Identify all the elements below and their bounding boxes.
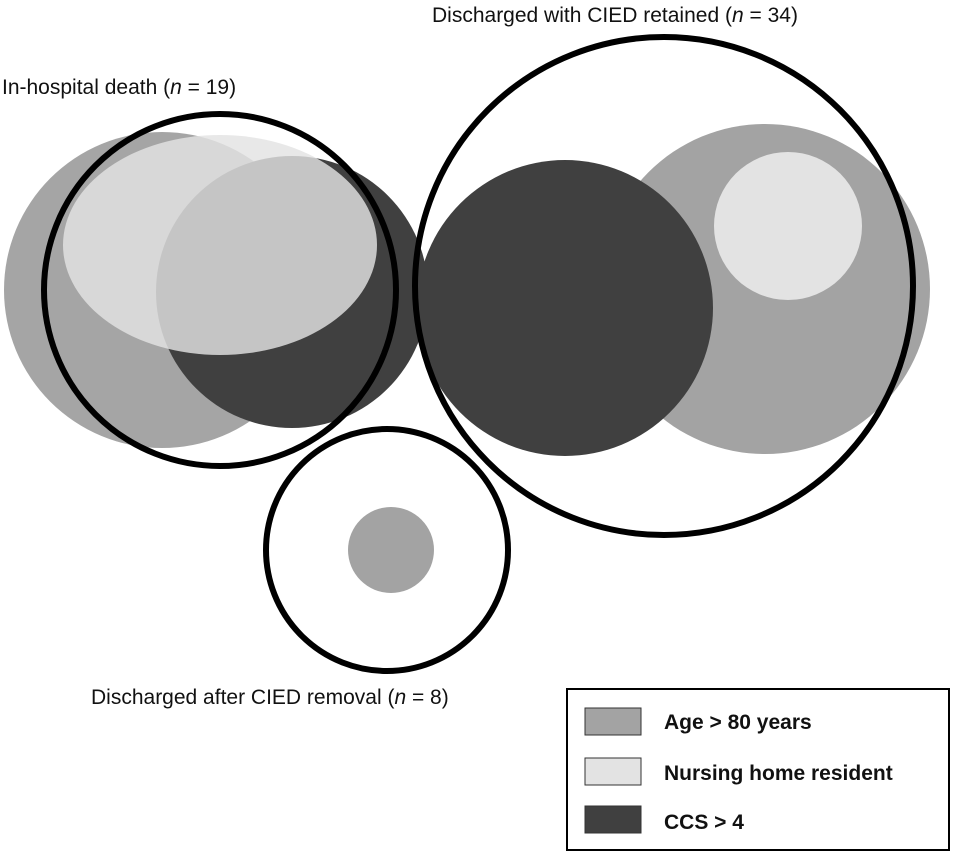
legend-swatch-age (584, 707, 642, 736)
label-removal: Discharged after CIED removal (n = 8) (91, 686, 449, 709)
removal-age-circle (348, 507, 434, 593)
legend: Age > 80 years Nursing home resident CCS… (566, 688, 950, 851)
group-retained (412, 34, 930, 538)
label-death: In-hospital death (n = 19) (2, 76, 236, 99)
retained-ccs-circle (417, 160, 713, 456)
group-removal (263, 426, 511, 674)
legend-label-nursing: Nursing home resident (664, 762, 893, 785)
legend-swatch-ccs (584, 805, 642, 834)
retained-outline (412, 34, 916, 538)
removal-outline (263, 426, 511, 674)
legend-label-ccs: CCS > 4 (664, 811, 744, 834)
retained-nursing-circle (714, 152, 862, 300)
group-death (4, 111, 428, 469)
death-nursing-ellipse (63, 135, 377, 355)
label-retained: Discharged with CIED retained (n = 34) (432, 4, 798, 27)
legend-swatch-nursing (584, 757, 642, 786)
death-outline (41, 111, 399, 469)
legend-label-age: Age > 80 years (664, 711, 812, 734)
